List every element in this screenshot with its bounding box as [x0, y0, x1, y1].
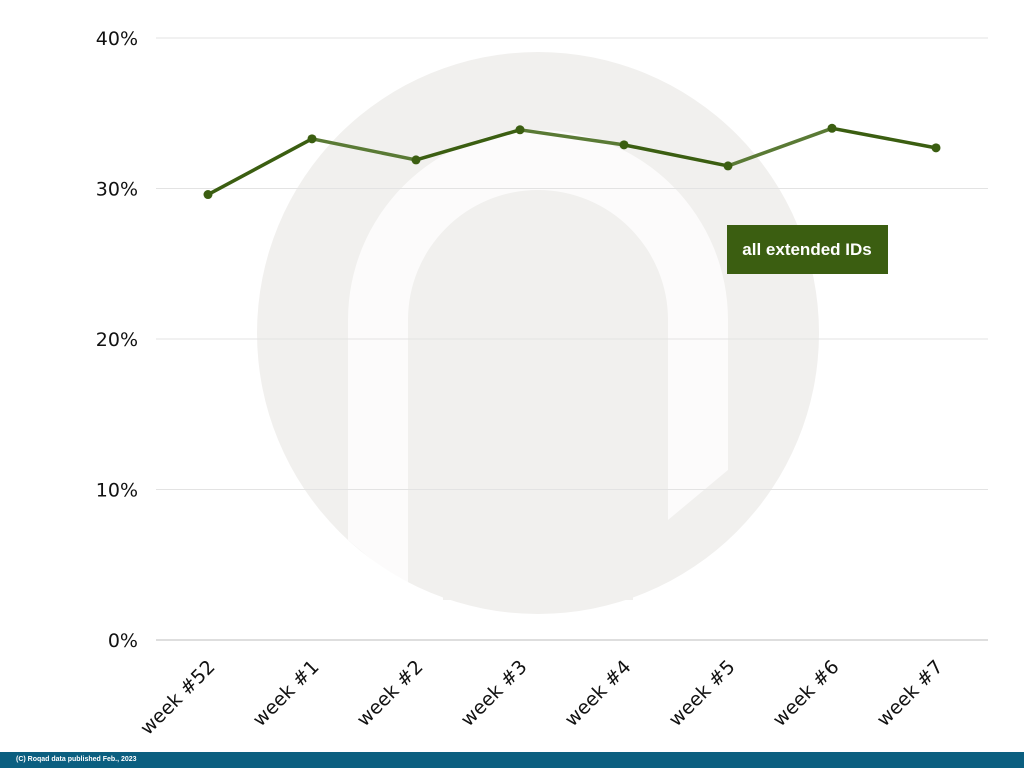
y-tick-label: 10%: [96, 480, 138, 502]
footer-bar: (C) Roqad data published Feb., 2023: [0, 752, 1024, 768]
y-tick-label: 30%: [96, 179, 138, 201]
x-tick-label: week #1: [249, 656, 324, 731]
data-point: [411, 155, 421, 165]
legend-box: [727, 225, 888, 274]
y-tick-label: 40%: [96, 28, 138, 50]
x-tick-label: week #5: [665, 656, 740, 731]
x-tick-label: week #2: [353, 656, 428, 731]
legend-label: all extended IDs: [742, 240, 871, 259]
data-point: [619, 140, 629, 150]
series-line-segment: [830, 126, 938, 150]
data-point: [307, 134, 317, 144]
series-line-segment: [206, 137, 314, 197]
x-tick-label: week #52: [136, 656, 219, 739]
x-tick-label: week #4: [561, 656, 636, 731]
watermark-logo: [257, 52, 819, 614]
data-point: [931, 143, 941, 153]
y-axis-ticks: 0% 10% 20% 30% 40%: [96, 28, 138, 652]
data-point: [203, 190, 213, 200]
x-tick-label: week #3: [457, 656, 532, 731]
y-tick-label: 0%: [108, 630, 138, 652]
series-line-segment: [414, 128, 522, 162]
series-line-segment: [726, 126, 834, 168]
data-point: [515, 125, 525, 135]
legend: all extended IDs: [727, 225, 888, 274]
y-tick-label: 20%: [96, 329, 138, 351]
watermark-core: [443, 235, 633, 600]
series-all-extended-ids: [203, 123, 941, 200]
grid-lines: [156, 37, 988, 641]
series-line-segment: [518, 128, 626, 147]
data-point: [827, 123, 837, 133]
data-point: [723, 161, 733, 171]
x-tick-label: week #6: [769, 656, 844, 731]
series-line-segment: [310, 137, 418, 162]
x-axis-ticks: week #52 week #1 week #2 week #3 week #4 week…: [136, 656, 947, 739]
x-tick-label: week #7: [873, 656, 948, 731]
series-line-segment: [622, 143, 730, 168]
footer-copyright: (C) Roqad data published Feb., 2023: [16, 756, 137, 763]
watermark-inner-arc: [348, 130, 728, 590]
